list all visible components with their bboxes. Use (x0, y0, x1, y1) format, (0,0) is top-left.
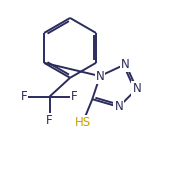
Text: N: N (121, 58, 130, 71)
Text: F: F (20, 90, 27, 103)
Text: N: N (96, 70, 104, 83)
Text: F: F (46, 114, 53, 127)
Text: N: N (132, 82, 141, 95)
Text: HS: HS (75, 116, 91, 129)
Text: F: F (71, 90, 78, 103)
Text: N: N (114, 100, 123, 113)
